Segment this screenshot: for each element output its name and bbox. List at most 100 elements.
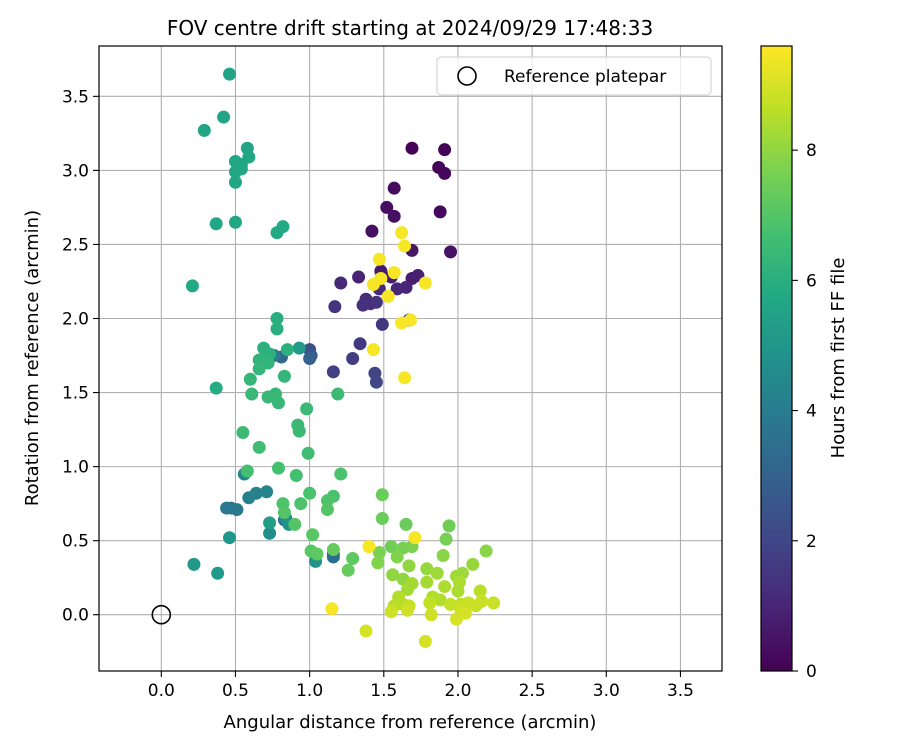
data-point	[245, 387, 259, 401]
data-point	[404, 313, 417, 327]
data-point	[398, 371, 412, 385]
data-point	[223, 67, 237, 81]
data-point	[439, 532, 453, 546]
data-point	[380, 200, 394, 214]
y-tick-label: 0.5	[62, 532, 89, 552]
data-point	[438, 166, 452, 180]
data-point	[352, 270, 366, 284]
data-point	[228, 165, 242, 179]
data-point	[187, 557, 201, 571]
data-point	[466, 557, 480, 571]
data-points	[185, 67, 501, 648]
data-point	[331, 387, 345, 401]
y-tick-label: 1.5	[62, 384, 89, 404]
data-point	[320, 503, 334, 517]
data-point	[326, 365, 340, 379]
data-point	[277, 506, 291, 520]
data-point	[375, 488, 389, 502]
data-point	[252, 440, 266, 454]
data-point	[242, 150, 256, 164]
data-point	[288, 517, 302, 531]
data-point	[372, 546, 386, 560]
data-point	[263, 516, 277, 530]
data-point	[271, 461, 285, 475]
data-point	[277, 369, 291, 383]
legend-reference-icon	[457, 66, 477, 86]
data-point	[420, 562, 434, 576]
data-point	[185, 279, 199, 293]
data-point	[320, 494, 334, 508]
data-point	[402, 559, 416, 573]
grid-lines	[99, 46, 722, 671]
data-point	[372, 252, 386, 266]
data-point	[230, 503, 244, 517]
chart-title: FOV centre drift starting at 2024/09/29 …	[167, 16, 653, 40]
data-point	[301, 446, 315, 460]
data-point	[405, 141, 419, 155]
data-point	[438, 580, 452, 594]
data-point	[451, 584, 465, 598]
data-point	[240, 464, 254, 478]
y-tick-label: 2.0	[62, 310, 89, 330]
data-point	[424, 608, 438, 622]
data-point	[449, 612, 463, 626]
x-tick-label: 1.0	[296, 681, 323, 701]
data-point	[294, 497, 308, 511]
data-point	[209, 217, 223, 231]
data-point	[369, 375, 383, 389]
y-axis-label: Rotation from reference (arcmin)	[22, 210, 43, 506]
data-point	[271, 396, 285, 410]
data-point	[381, 289, 395, 303]
x-tick-label: 2.5	[519, 681, 546, 701]
data-point	[228, 175, 242, 189]
x-axis-ticks: 0.0 0.5 1.0 1.5 2.0 2.5 3.0 3.5	[148, 671, 694, 701]
data-point	[401, 603, 415, 617]
data-point	[217, 110, 231, 124]
colorbar-tick-label: 6	[806, 271, 817, 291]
data-point	[263, 526, 277, 540]
x-tick-label: 1.5	[370, 681, 397, 701]
data-point	[375, 317, 389, 331]
data-point	[341, 563, 355, 577]
data-point	[306, 528, 320, 542]
data-point	[473, 584, 487, 598]
data-point	[438, 143, 452, 157]
data-point	[303, 352, 317, 365]
data-point	[197, 123, 211, 137]
data-point	[353, 337, 367, 351]
data-point	[292, 341, 306, 355]
data-point	[375, 511, 389, 525]
data-point	[487, 596, 501, 610]
data-point	[289, 469, 303, 483]
data-point	[384, 605, 398, 619]
colorbar-ticks: 0 2 4 6 8	[792, 141, 817, 682]
data-point	[469, 599, 483, 613]
data-point	[211, 566, 225, 580]
legend: Reference platepar	[436, 56, 712, 96]
data-point	[387, 181, 401, 195]
data-point	[228, 215, 242, 229]
data-point	[433, 205, 447, 219]
data-point	[479, 544, 493, 558]
data-point	[209, 381, 223, 395]
data-point	[223, 531, 237, 545]
data-point	[390, 282, 404, 296]
data-point	[442, 519, 456, 533]
x-tick-label: 3.5	[667, 681, 694, 701]
data-point	[390, 550, 404, 564]
data-point	[356, 298, 370, 312]
data-point	[420, 575, 434, 589]
data-point	[433, 593, 447, 607]
x-axis-label: Angular distance from reference (arcmin)	[224, 712, 597, 733]
legend-box	[436, 56, 712, 96]
y-tick-label: 3.5	[62, 87, 89, 107]
data-point	[399, 517, 413, 531]
data-point	[346, 352, 360, 365]
data-point	[303, 486, 317, 500]
data-point	[444, 245, 458, 259]
data-point	[346, 551, 360, 565]
data-point	[252, 362, 266, 376]
data-point	[292, 424, 306, 438]
data-point	[243, 372, 257, 386]
